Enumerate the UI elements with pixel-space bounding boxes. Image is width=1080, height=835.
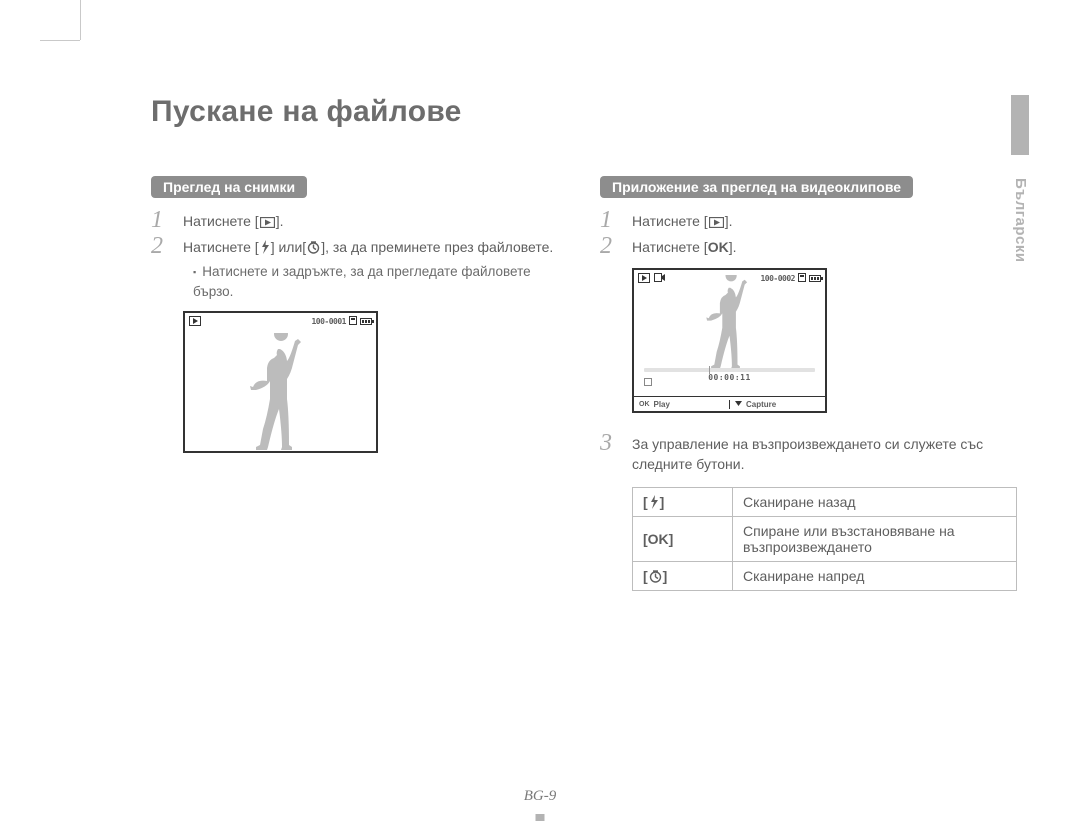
step-2: 2 Натиснете [] или[], за да преминете пр… — [151, 234, 556, 258]
step-text: Натиснете [] или[], за да преминете през… — [183, 234, 553, 257]
crop-mark — [40, 40, 80, 41]
person-silhouette — [697, 275, 762, 370]
down-icon — [735, 400, 742, 409]
controls-table: [] Сканиране назад [OK] Спиране или възс… — [632, 487, 1017, 591]
step-number: 3 — [600, 431, 632, 455]
step-text: Натиснете []. — [632, 208, 732, 231]
step-number: 2 — [151, 234, 183, 258]
lcd-status-bar: 100-0001 — [185, 313, 376, 329]
table-row: [OK] Спиране или възстановяване на възпр… — [633, 516, 1017, 561]
video-icon — [654, 273, 666, 284]
section-header-photos: Преглед на снимки — [151, 176, 307, 198]
lcd-image-area: 00:00:11 — [634, 286, 825, 396]
step-2: 2 Натиснете [OK]. — [600, 234, 1005, 258]
desc-cell: Сканиране назад — [733, 487, 1017, 516]
battery-icon — [809, 275, 821, 282]
card-icon — [349, 316, 357, 327]
stop-icon — [644, 378, 652, 386]
crop-mark — [80, 0, 81, 40]
lcd-screenshot-video: 100-0002 00:00:11 OKPlay — [632, 268, 827, 413]
table-row: [] Сканиране напред — [633, 561, 1017, 590]
left-column: Преглед на снимки 1 Натиснете []. 2 Нати… — [151, 176, 556, 453]
flash-icon — [649, 495, 659, 509]
step-1: 1 Натиснете []. — [151, 208, 556, 232]
side-color-block — [1011, 95, 1029, 155]
table-row: [] Сканиране назад — [633, 487, 1017, 516]
step-number: 1 — [151, 208, 183, 232]
page-number: BG-9 — [524, 788, 557, 805]
file-counter: 100-0002 — [760, 274, 795, 283]
step-text: За управление на възпроизвеждането си сл… — [632, 431, 1005, 475]
lcd-footer: OKPlay Capture — [634, 396, 825, 411]
page-title: Пускане на файлове — [151, 95, 462, 129]
manual-page: Български Пускане на файлове Преглед на … — [40, 0, 1040, 835]
step-substep: Натиснете и задръжте, за да прегледате ф… — [151, 262, 556, 301]
card-icon — [798, 273, 806, 284]
button-cell: [] — [633, 561, 733, 590]
lcd-screenshot-photo: 100-0001 — [183, 311, 378, 453]
progress-area: 00:00:11 — [644, 368, 815, 386]
footer-tick — [536, 814, 545, 821]
step-1: 1 Натиснете []. — [600, 208, 1005, 232]
playback-mode-icon — [189, 316, 201, 326]
button-cell: [] — [633, 487, 733, 516]
step-3: 3 За управление на възпроизвеждането си … — [600, 431, 1005, 475]
footer-capture: Capture — [729, 400, 825, 409]
lcd-image-area — [185, 329, 376, 451]
elapsed-time: 00:00:11 — [644, 373, 815, 382]
timer-icon — [307, 241, 320, 254]
step-number: 2 — [600, 234, 632, 258]
section-header-video: Приложение за преглед на видеоклипове — [600, 176, 913, 198]
footer-play: OKPlay — [634, 400, 729, 409]
language-label: Български — [1012, 178, 1029, 263]
desc-cell: Сканиране напред — [733, 561, 1017, 590]
playback-icon — [260, 217, 275, 228]
flash-icon — [260, 240, 270, 254]
desc-cell: Спиране или възстановяване на възпроизве… — [733, 516, 1017, 561]
timer-icon — [649, 570, 662, 583]
progress-bar — [644, 368, 815, 372]
playback-mode-icon — [638, 273, 650, 283]
step-text: Натиснете []. — [183, 208, 283, 231]
battery-icon — [360, 318, 372, 325]
ok-label: OK — [708, 239, 729, 255]
step-number: 1 — [600, 208, 632, 232]
step-text: Натиснете [OK]. — [632, 234, 736, 257]
right-column: Приложение за преглед на видеоклипове 1 … — [600, 176, 1005, 591]
button-cell: [OK] — [633, 516, 733, 561]
playback-icon — [709, 217, 724, 228]
file-counter: 100-0001 — [311, 317, 346, 326]
person-silhouette — [241, 333, 321, 451]
